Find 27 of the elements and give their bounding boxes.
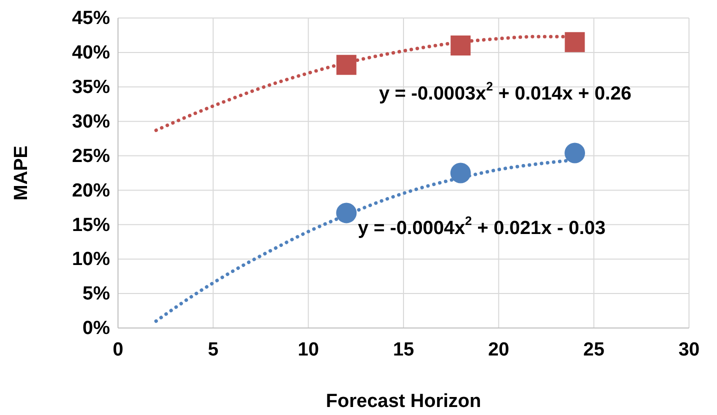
x-tick-label: 5 (208, 339, 219, 360)
y-tick-label: 40% (72, 42, 110, 64)
point (450, 162, 471, 184)
y-tick-label: 35% (72, 76, 110, 98)
x-tick-label: 20 (488, 339, 510, 360)
y-tick-label: 25% (72, 146, 110, 167)
x-tick-label: 30 (678, 339, 700, 360)
point (336, 202, 357, 224)
y-tick-label: 20% (72, 180, 110, 202)
y-tick-label: 5% (82, 284, 110, 305)
annotation: y = -0.0003x$^{2}$ + 0.014x + 0.26 (378, 80, 632, 105)
point (564, 32, 585, 52)
annotation: y = -0.0004x$^{2}$ + 0.021x - 0.03 (358, 214, 606, 239)
point (336, 54, 356, 75)
y-tick-label: 10% (72, 249, 110, 270)
y-tick-label: 15% (72, 214, 110, 236)
x-tick-label: 25 (583, 339, 605, 360)
y-tick-label: 30% (72, 111, 110, 132)
y-tick-label: 45% (72, 8, 110, 30)
x-tick-label: 10 (298, 339, 319, 360)
y-axis-title: MAPE (11, 146, 32, 200)
point (564, 142, 586, 164)
x-tick-label: 0 (112, 339, 124, 360)
y-tick-label: 0% (82, 318, 110, 340)
x-axis-title: Forecast Horizon (326, 391, 482, 412)
x-tick-label: 15 (392, 339, 414, 360)
point (450, 36, 471, 56)
